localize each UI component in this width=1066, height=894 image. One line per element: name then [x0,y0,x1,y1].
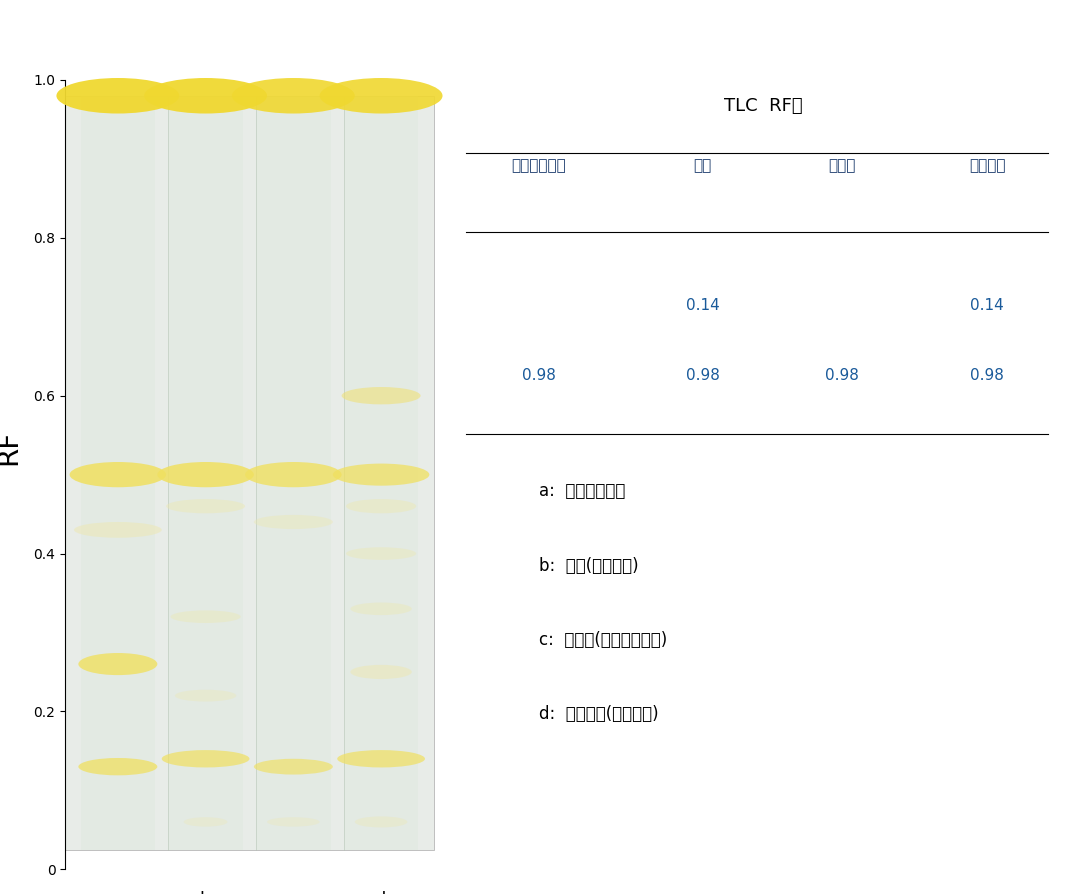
Ellipse shape [346,547,416,560]
Text: d:  혼합음료(호미젤액): d: 혼합음료(호미젤액) [538,705,659,723]
Ellipse shape [254,515,333,529]
Ellipse shape [158,462,254,487]
Ellipse shape [74,522,162,538]
Ellipse shape [162,750,249,767]
Text: a:  마리골드색소: a: 마리골드색소 [538,482,626,500]
Ellipse shape [79,758,158,775]
Bar [168,96,243,849]
Ellipse shape [175,689,237,702]
Ellipse shape [56,78,179,114]
Ellipse shape [69,462,166,487]
Text: 마리골드색소: 마리골드색소 [512,158,566,173]
Y-axis label: RF: RF [0,429,22,465]
Text: 0.98: 0.98 [825,368,859,384]
Ellipse shape [333,464,430,485]
Ellipse shape [341,387,421,404]
Text: 0.98: 0.98 [522,368,555,384]
Text: TLC  RF값: TLC RF값 [724,97,803,114]
Text: 0.98: 0.98 [685,368,720,384]
Bar [344,96,418,849]
Text: 캐디류: 캐디류 [828,158,856,173]
Ellipse shape [245,462,341,487]
Text: c:  캐디류(수용성루테인): c: 캐디류(수용성루테인) [538,631,667,649]
Ellipse shape [355,816,407,828]
Ellipse shape [320,78,442,114]
Ellipse shape [351,665,411,679]
Bar [256,96,330,849]
Text: 0.14: 0.14 [970,298,1004,313]
Ellipse shape [144,78,266,114]
Ellipse shape [171,611,241,623]
Ellipse shape [79,653,158,675]
Bar [81,96,156,849]
Ellipse shape [254,759,333,774]
Text: 0.14: 0.14 [685,298,720,313]
Ellipse shape [183,817,227,827]
Ellipse shape [166,499,245,513]
Ellipse shape [232,78,355,114]
Text: 음료: 음료 [693,158,712,173]
Ellipse shape [346,499,416,513]
Bar [65,96,434,849]
Ellipse shape [351,603,411,615]
Text: 0.98: 0.98 [970,368,1004,384]
Text: 혼합음료: 혼합음료 [969,158,1005,173]
Ellipse shape [337,750,425,767]
Ellipse shape [266,817,320,827]
Text: b:  음료(레모프라): b: 음료(레모프라) [538,556,639,575]
